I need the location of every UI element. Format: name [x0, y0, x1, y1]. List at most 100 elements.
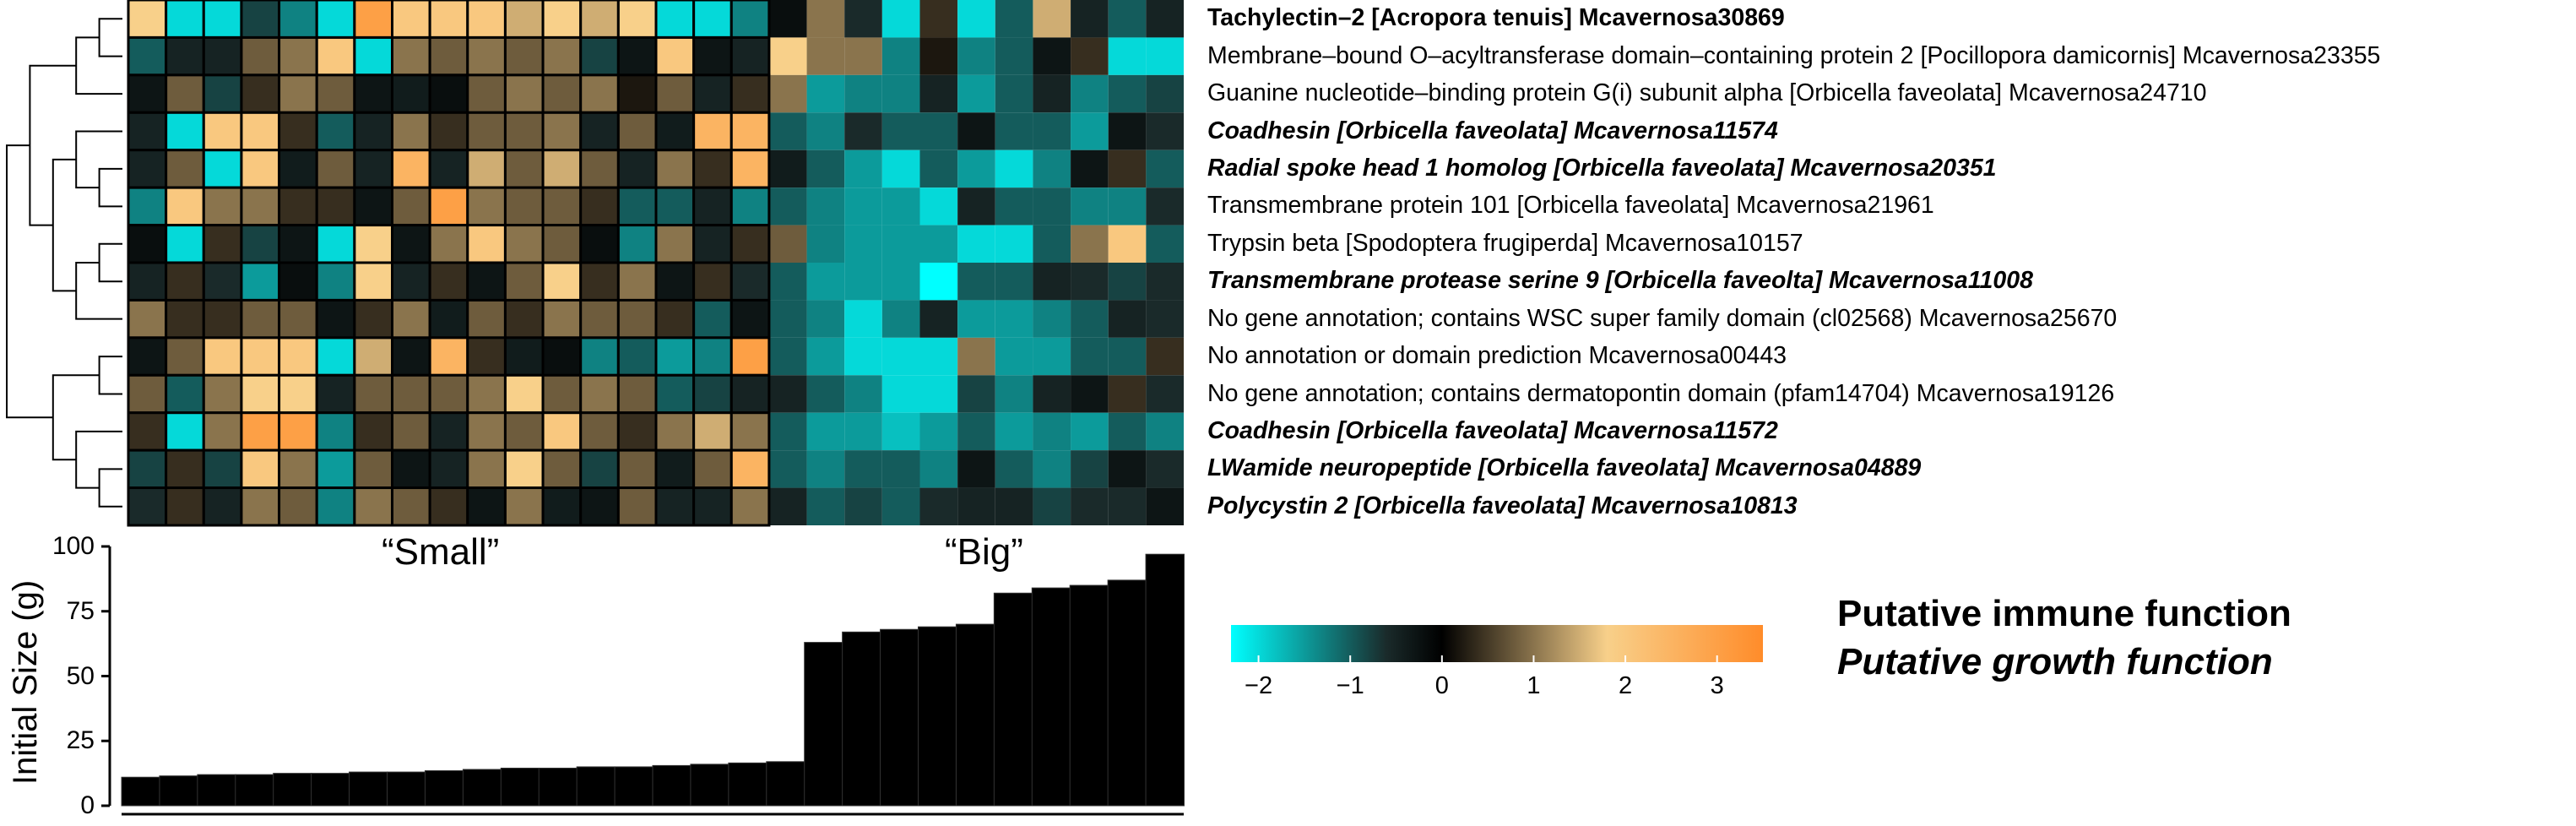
size-bar — [804, 642, 843, 807]
heatmap-cell — [391, 186, 431, 227]
heatmap-cell — [428, 298, 469, 340]
heatmap-cell — [844, 412, 882, 451]
heatmap-cell — [240, 111, 281, 152]
heatmap-cell — [240, 186, 281, 227]
heatmap-cell — [353, 486, 393, 527]
heatmap-cell — [654, 261, 696, 302]
heatmap-cell — [353, 298, 393, 340]
heatmap-cell — [1108, 450, 1147, 488]
heatmap-cell — [729, 486, 771, 527]
heatmap-cell — [202, 0, 243, 39]
heatmap-cell — [729, 0, 771, 39]
heatmap-cell — [806, 112, 845, 150]
heatmap-cell — [1071, 112, 1109, 150]
heatmap-cell — [353, 336, 393, 377]
heatmap-cell — [428, 0, 469, 39]
heatmap-cell — [1071, 412, 1109, 451]
heatmap-cell — [165, 35, 205, 77]
heatmap-cell — [278, 448, 318, 490]
heatmap-cell — [1033, 337, 1071, 376]
heatmap-cell — [278, 411, 318, 452]
heatmap-cell — [729, 35, 771, 77]
heatmap-cell — [315, 486, 356, 527]
heatmap-cell — [806, 149, 845, 188]
y-axis-title: Initial Size (g) — [7, 579, 44, 785]
heatmap-cell — [729, 261, 771, 302]
dendrogram-branch — [98, 468, 122, 508]
heatmap-cell — [1033, 300, 1071, 338]
gene-label: Coadhesin [Orbicella faveolata] Mcaverno… — [1207, 416, 1778, 444]
heatmap-cell — [165, 486, 205, 527]
heatmap-cell — [844, 0, 882, 38]
heatmap-cell — [995, 74, 1033, 113]
heatmap-cell — [692, 261, 733, 302]
heatmap-cell — [503, 35, 545, 77]
heatmap-cell — [1071, 149, 1109, 188]
heatmap-cell — [503, 0, 545, 39]
heatmap-cell — [202, 448, 243, 490]
heatmap-cell — [579, 149, 620, 189]
color-scale-tick-label: 1 — [1527, 672, 1541, 699]
size-bar — [652, 764, 691, 807]
heatmap-cell — [127, 411, 168, 452]
heatmap-cell — [692, 224, 733, 264]
size-bar — [1069, 584, 1109, 807]
heatmap-cell — [1146, 300, 1184, 338]
heatmap-cell — [616, 35, 658, 77]
heatmap-cell — [315, 448, 356, 490]
heatmap-cell — [503, 186, 545, 227]
heatmap-cell — [729, 224, 771, 264]
heatmap-cell — [806, 300, 845, 338]
heatmap-cell — [428, 411, 469, 452]
heatmap-cell — [391, 261, 431, 302]
heatmap-cell — [957, 187, 995, 226]
heatmap-cell — [919, 337, 958, 376]
heatmap-cell — [466, 411, 507, 452]
heatmap-cell — [616, 111, 658, 152]
heatmap-cell — [391, 411, 431, 452]
heatmap-cell — [202, 149, 243, 189]
heatmap-cell — [503, 411, 545, 452]
color-scale-tick-label: 2 — [1618, 672, 1633, 699]
gene-label: Guanine nucleotide–binding protein G(i) … — [1207, 79, 2207, 107]
heatmap-cell — [1033, 0, 1071, 38]
heatmap-cell — [995, 412, 1033, 451]
heatmap-cell — [1071, 337, 1109, 376]
heatmap-cell — [579, 111, 620, 152]
heatmap-cell — [466, 0, 507, 39]
heatmap-cell — [391, 373, 431, 415]
heatmap-cell — [127, 149, 168, 189]
heatmap-cell — [654, 73, 696, 114]
gene-label: LWamide neuropeptide [Orbicella faveolat… — [1207, 454, 1922, 482]
heatmap-cell — [353, 149, 393, 189]
heatmap-cell — [391, 298, 431, 340]
heatmap-cell — [127, 261, 168, 302]
heatmap-cell — [1108, 0, 1147, 38]
heatmap-cell — [1071, 187, 1109, 226]
heatmap-cell — [541, 486, 583, 527]
heatmap-cell — [806, 74, 845, 113]
heatmap-cell — [391, 336, 431, 377]
heatmap-cell — [995, 0, 1033, 38]
heatmap-cell — [503, 149, 545, 189]
heatmap-cell — [165, 186, 205, 227]
heatmap-cell — [692, 411, 733, 452]
heatmap-cell — [919, 37, 958, 75]
heatmap-cell — [616, 0, 658, 39]
heatmap-cell — [881, 225, 920, 263]
heatmap-cell — [616, 73, 658, 114]
size-bar — [1107, 579, 1147, 807]
heatmap-cell — [278, 73, 318, 114]
heatmap-cell — [353, 111, 393, 152]
heatmap-cell — [1071, 37, 1109, 75]
heatmap-cell — [919, 450, 958, 488]
heatmap-cell — [240, 411, 281, 452]
heatmap-cell — [654, 224, 696, 264]
heatmap-cell — [541, 35, 583, 77]
heatmap-cell — [919, 375, 958, 413]
heatmap-cell — [391, 149, 431, 189]
heatmap-cell — [315, 298, 356, 340]
heatmap-cell — [1108, 37, 1147, 75]
heatmap-cell — [466, 73, 507, 114]
size-bar — [273, 773, 312, 807]
